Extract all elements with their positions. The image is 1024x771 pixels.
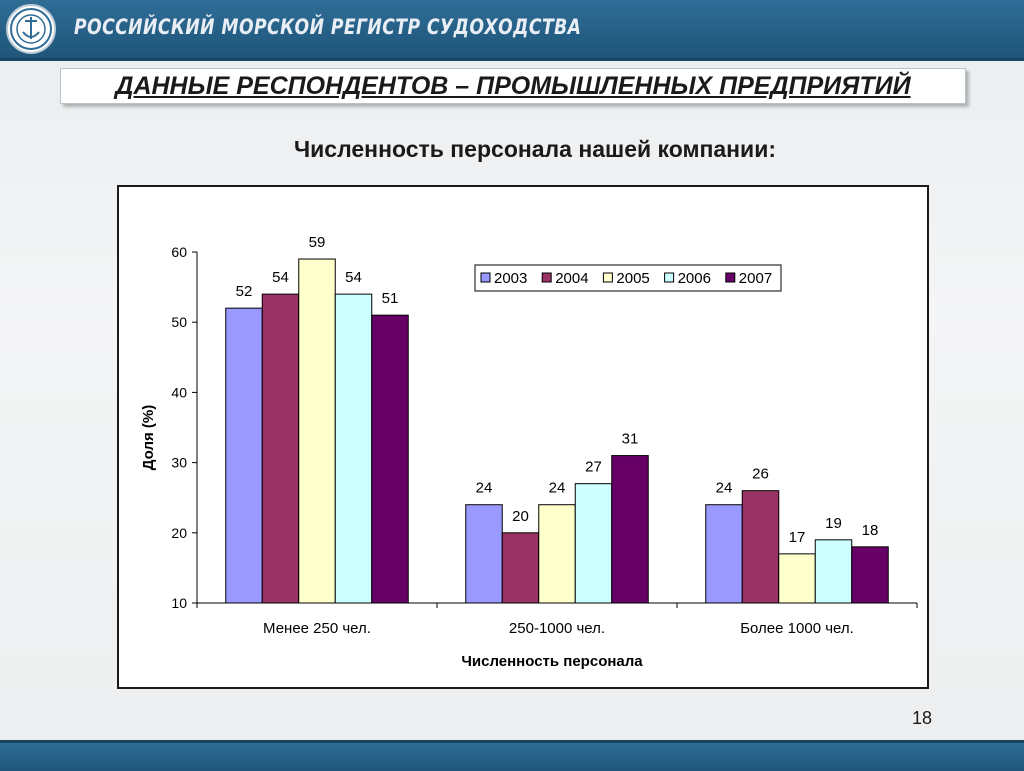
data-label: 24 [549,480,566,497]
bar-2004 [261,293,300,604]
bar-2005 [778,553,816,604]
legend-label-2005: 2005 [616,270,649,287]
y-tick-label: 20 [171,525,187,541]
data-label: 24 [476,480,493,497]
data-label: 59 [309,234,326,251]
legend-label-2006: 2006 [678,270,711,287]
legend-swatch-2003 [480,272,491,283]
y-tick-label: 10 [171,595,187,611]
footer-bar [0,740,1024,771]
data-label: 20 [512,508,529,525]
y-axis-title: Доля (%) [140,405,157,470]
x-category-label: Более 1000 чел. [740,620,854,637]
legend-swatch-2004 [541,272,552,283]
bar-2007 [371,314,409,604]
page-number: 18 [912,708,933,728]
y-tick-label: 50 [171,314,187,330]
organization-title: РОССИЙСКИЙ МОРСКОЙ РЕГИСТР СУДОХОДСТВА [74,15,582,39]
data-label: 19 [825,515,842,532]
bar-2003 [225,307,263,604]
data-label: 31 [622,431,639,448]
y-tick-label: 40 [171,384,187,400]
bar-chart: 10 20 30 40 50 60 Менее 250 чел. 52 54 59 54 51 250-… [140,234,918,670]
data-label: 17 [789,529,806,546]
bar-2006 [814,539,853,604]
y-tick-label: 30 [171,455,187,471]
bar-2007 [611,455,649,604]
legend-label-2003: 2003 [494,270,527,287]
data-label: 52 [236,283,253,300]
legend-label-2007: 2007 [739,270,772,287]
x-axis-title: Численность персонала [461,653,643,670]
data-label: 27 [585,459,602,476]
y-tick-label: 60 [171,244,187,260]
bar-2005 [538,504,576,604]
bar-2003 [705,504,743,604]
bar-2004 [501,532,540,604]
legend-swatch-2006 [664,272,675,283]
data-label: 26 [752,466,769,483]
bar-2004 [741,490,780,604]
bar-2003 [465,504,503,604]
data-label: 54 [272,269,289,286]
register-emblem-icon [6,4,56,54]
chart-frame: 10 20 30 40 50 60 Менее 250 чел. 52 54 59 54 51 250-… [117,185,929,689]
bar-2007 [851,546,889,604]
x-category-label: Менее 250 чел. [263,620,371,637]
bar-2005 [298,258,336,604]
data-label: 51 [382,290,399,307]
slide-heading: ДАННЫЕ РЕСПОНДЕНТОВ – ПРОМЫШЛЕННЫХ ПРЕДП… [60,68,966,104]
x-category-label: 250-1000 чел. [509,620,605,637]
legend-swatch-2007 [725,272,736,283]
slide-subtitle: Численность персонала нашей компании: [293,136,776,162]
legend-label-2004: 2004 [555,270,588,287]
bar-2006 [574,483,613,604]
data-label: 54 [345,269,362,286]
data-label: 24 [716,480,733,497]
header-bar: РОССИЙСКИЙ МОРСКОЙ РЕГИСТР СУДОХОДСТВА [0,0,1024,61]
data-label: 18 [862,522,879,539]
legend-swatch-2005 [602,272,613,283]
bar-2006 [334,293,373,604]
